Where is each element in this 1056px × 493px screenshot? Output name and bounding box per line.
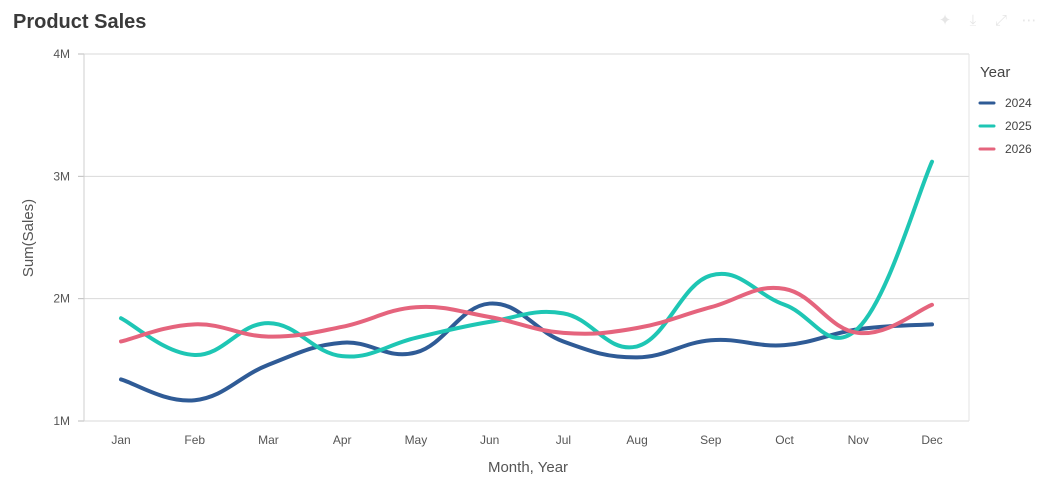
- chart-title: Product Sales: [13, 11, 147, 33]
- x-tick-label: May: [405, 433, 428, 447]
- legend-title: Year: [980, 64, 1010, 81]
- x-tick-label: Jul: [556, 433, 571, 447]
- x-axis: Jan Feb Mar Apr May Jun Jul Aug Sep Oct Nov Dec: [111, 433, 942, 447]
- x-axis-title: Month, Year: [488, 459, 568, 476]
- legend-item-2026[interactable]: 2026: [1005, 142, 1032, 156]
- series-lines: [119, 159, 934, 403]
- y-axis-title: Sum(Sales): [20, 199, 37, 277]
- y-tick-label: 4M: [53, 47, 70, 61]
- download-icon[interactable]: ⤓: [969, 12, 977, 29]
- x-tick-label: Mar: [258, 433, 279, 447]
- series-line-2025[interactable]: [119, 159, 934, 359]
- series-line-2024[interactable]: [119, 301, 934, 403]
- x-tick-label: Feb: [184, 433, 205, 447]
- y-tick-label: 1M: [53, 414, 70, 428]
- x-tick-label: Aug: [626, 433, 647, 447]
- y-tick-label: 2M: [53, 292, 70, 306]
- grid-lines: [84, 53, 970, 422]
- x-tick-label: Nov: [848, 433, 869, 447]
- x-tick-label: Sep: [700, 433, 722, 447]
- x-tick-label: Dec: [921, 433, 942, 447]
- x-tick-label: Jun: [480, 433, 499, 447]
- y-axis: 1M 2M 3M 4M: [53, 47, 85, 428]
- y-tick-label: 3M: [53, 169, 70, 183]
- legend-item-2024[interactable]: 2024: [1005, 96, 1032, 110]
- chart-toolbar: ✦ ⤓ ⤢ ⋯: [936, 12, 1038, 30]
- expand-icon[interactable]: ⤢: [994, 12, 1007, 29]
- x-tick-label: Jan: [111, 433, 130, 447]
- legend-item-2025[interactable]: 2025: [1005, 119, 1032, 133]
- series-line-2026[interactable]: [119, 285, 934, 344]
- x-tick-label: Oct: [775, 433, 794, 447]
- more-icon[interactable]: ⋯: [1021, 12, 1037, 29]
- legend: Year 2024 2025 2026: [978, 64, 1032, 156]
- pin-icon[interactable]: ✦: [938, 12, 952, 29]
- x-tick-label: Apr: [333, 433, 352, 447]
